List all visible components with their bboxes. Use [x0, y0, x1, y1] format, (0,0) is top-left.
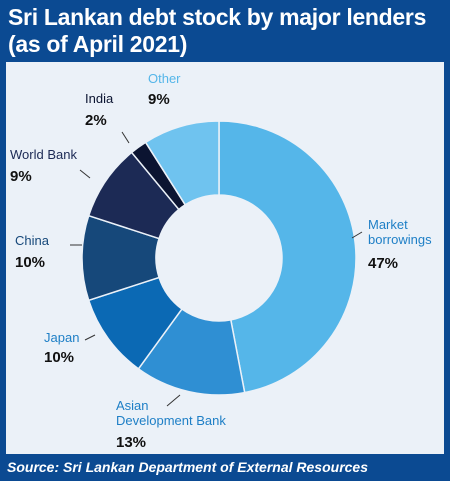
slice-label-value: 2% [85, 112, 107, 129]
chart-title: Sri Lankan debt stock by major lenders (… [8, 4, 426, 58]
chart-title-line-2: (as of April 2021) [8, 31, 188, 57]
slice-label-name: Market borrowings [368, 217, 432, 247]
slice-label-name: Other [148, 71, 181, 86]
leader-line [79, 169, 91, 179]
chart-title-line-1: Sri Lankan debt stock by major lenders [8, 4, 427, 30]
donut-slice-market-borrowings [218, 120, 357, 394]
slice-label-value: 10% [15, 254, 45, 271]
slice-label-name: India [85, 91, 114, 106]
slice-label-value: 9% [148, 91, 170, 108]
slice-label-name: China [15, 233, 50, 248]
leader-line [351, 231, 363, 239]
leader-line [84, 334, 96, 341]
leader-line [121, 131, 130, 144]
slice-label-value: 10% [44, 349, 74, 366]
leader-line [166, 394, 181, 407]
source-note: Source: Sri Lankan Department of Externa… [7, 459, 368, 475]
slice-label-name: Japan [44, 330, 79, 345]
slice-label-value: 13% [116, 434, 146, 451]
slice-label-name: Asian Development Bank [116, 398, 226, 428]
slice-label-value: 9% [10, 168, 32, 185]
donut-slice-other [144, 120, 220, 206]
slice-label-value: 47% [368, 255, 398, 272]
slice-label-name: World Bank [10, 147, 77, 162]
